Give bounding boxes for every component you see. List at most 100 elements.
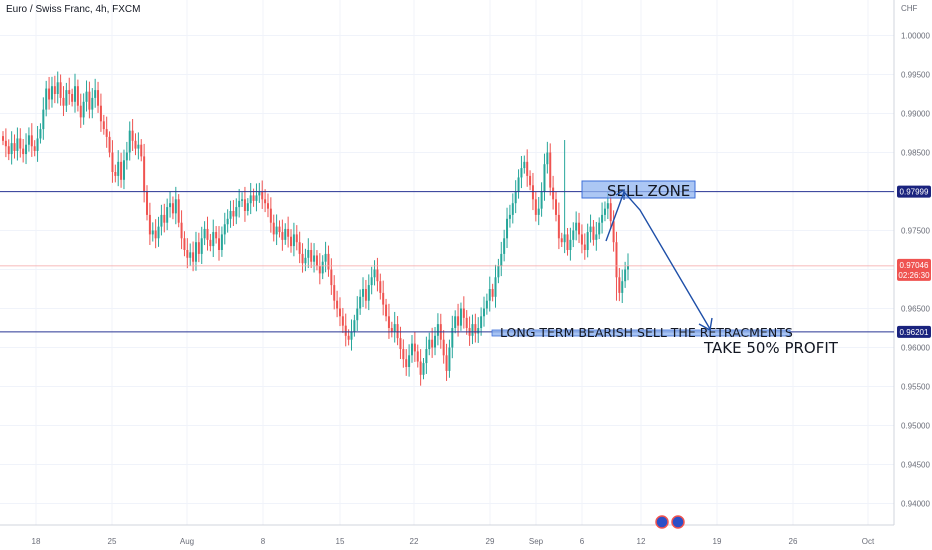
candle-body[interactable] xyxy=(223,224,226,235)
candle-body[interactable] xyxy=(428,339,431,350)
candle-body[interactable] xyxy=(307,250,310,258)
candle-body[interactable] xyxy=(241,199,244,201)
event-marker-icon[interactable] xyxy=(671,515,685,529)
candle-body[interactable] xyxy=(42,109,45,130)
candle-body[interactable] xyxy=(226,218,229,225)
candle-body[interactable] xyxy=(97,90,100,106)
candle-body[interactable] xyxy=(194,242,197,262)
candle-body[interactable] xyxy=(229,211,232,219)
candle-body[interactable] xyxy=(572,230,575,240)
candle-body[interactable] xyxy=(238,200,241,208)
candle-body[interactable] xyxy=(189,252,192,258)
candle-body[interactable] xyxy=(448,347,451,371)
candle-body[interactable] xyxy=(451,328,454,348)
candle-body[interactable] xyxy=(65,90,68,106)
level-top-badge[interactable] xyxy=(897,185,931,198)
candle-body[interactable] xyxy=(56,82,59,94)
candle-body[interactable] xyxy=(255,195,258,201)
candle-body[interactable] xyxy=(68,90,71,94)
candle-body[interactable] xyxy=(615,242,618,278)
candle-body[interactable] xyxy=(134,140,137,149)
candle-body[interactable] xyxy=(500,253,503,266)
candle-body[interactable] xyxy=(128,130,131,153)
candle-body[interactable] xyxy=(163,214,166,223)
candle-body[interactable] xyxy=(546,152,549,165)
candle-body[interactable] xyxy=(22,148,25,155)
candle-body[interactable] xyxy=(88,91,91,110)
candle-body[interactable] xyxy=(10,143,13,155)
candle-body[interactable] xyxy=(580,234,583,245)
candle-body[interactable] xyxy=(19,138,22,149)
candle-body[interactable] xyxy=(480,316,483,328)
event-marker-icon[interactable] xyxy=(655,515,669,529)
candle-body[interactable] xyxy=(569,239,572,250)
candle-body[interactable] xyxy=(523,161,526,169)
candle-body[interactable] xyxy=(457,316,460,326)
candle-body[interactable] xyxy=(350,331,353,340)
candle-body[interactable] xyxy=(609,203,612,222)
candle-body[interactable] xyxy=(359,296,362,309)
candle-body[interactable] xyxy=(76,86,79,106)
candle-body[interactable] xyxy=(315,255,318,266)
candle-body[interactable] xyxy=(249,195,252,204)
current-price-badge[interactable] xyxy=(897,258,931,281)
candle-body[interactable] xyxy=(50,86,53,100)
candle-body[interactable] xyxy=(578,222,581,235)
candle-body[interactable] xyxy=(425,349,428,364)
candle-body[interactable] xyxy=(494,277,497,297)
candle-body[interactable] xyxy=(157,226,160,239)
candle-body[interactable] xyxy=(30,135,33,147)
candle-body[interactable] xyxy=(413,343,416,352)
candle-body[interactable] xyxy=(108,136,111,153)
candle-body[interactable] xyxy=(206,228,209,240)
candle-body[interactable] xyxy=(321,261,324,274)
candle-body[interactable] xyxy=(436,324,439,336)
candle-body[interactable] xyxy=(520,168,523,178)
candle-body[interactable] xyxy=(367,285,370,301)
projection-arrow-line[interactable] xyxy=(605,190,711,330)
candle-body[interactable] xyxy=(612,221,615,243)
candle-body[interactable] xyxy=(25,144,28,155)
candle-body[interactable] xyxy=(376,269,379,282)
candle-body[interactable] xyxy=(341,316,344,326)
candle-body[interactable] xyxy=(2,136,4,141)
candle-body[interactable] xyxy=(298,242,301,254)
candle-body[interactable] xyxy=(310,250,313,262)
candle-body[interactable] xyxy=(169,203,172,208)
candle-body[interactable] xyxy=(105,129,108,137)
candle-body[interactable] xyxy=(618,277,621,293)
candle-body[interactable] xyxy=(399,338,402,350)
candle-body[interactable] xyxy=(114,172,117,176)
candle-body[interactable] xyxy=(4,140,7,147)
candle-body[interactable] xyxy=(405,359,408,367)
candle-body[interactable] xyxy=(243,199,246,211)
candle-body[interactable] xyxy=(566,234,569,250)
candle-body[interactable] xyxy=(281,232,284,240)
candle-body[interactable] xyxy=(333,285,336,301)
candle-body[interactable] xyxy=(148,214,151,235)
candle-body[interactable] xyxy=(408,355,411,367)
candle-body[interactable] xyxy=(143,156,146,192)
candle-body[interactable] xyxy=(491,289,494,297)
candle-body[interactable] xyxy=(59,82,62,98)
candle-body[interactable] xyxy=(379,281,382,293)
candle-body[interactable] xyxy=(514,191,517,204)
candle-body[interactable] xyxy=(137,144,140,149)
candle-body[interactable] xyxy=(503,238,506,254)
candle-body[interactable] xyxy=(212,232,215,247)
candle-body[interactable] xyxy=(356,308,359,321)
candle-body[interactable] xyxy=(252,195,255,201)
candle-body[interactable] xyxy=(324,253,327,262)
candle-body[interactable] xyxy=(122,160,125,180)
candle-body[interactable] xyxy=(431,339,434,348)
candle-body[interactable] xyxy=(459,308,462,326)
candle-body[interactable] xyxy=(586,232,589,250)
candle-body[interactable] xyxy=(7,146,10,155)
candle-body[interactable] xyxy=(278,226,281,233)
candle-body[interactable] xyxy=(183,238,186,250)
candle-body[interactable] xyxy=(94,90,97,98)
candle-body[interactable] xyxy=(422,363,425,375)
candle-body[interactable] xyxy=(246,203,249,211)
candle-body[interactable] xyxy=(16,138,19,151)
